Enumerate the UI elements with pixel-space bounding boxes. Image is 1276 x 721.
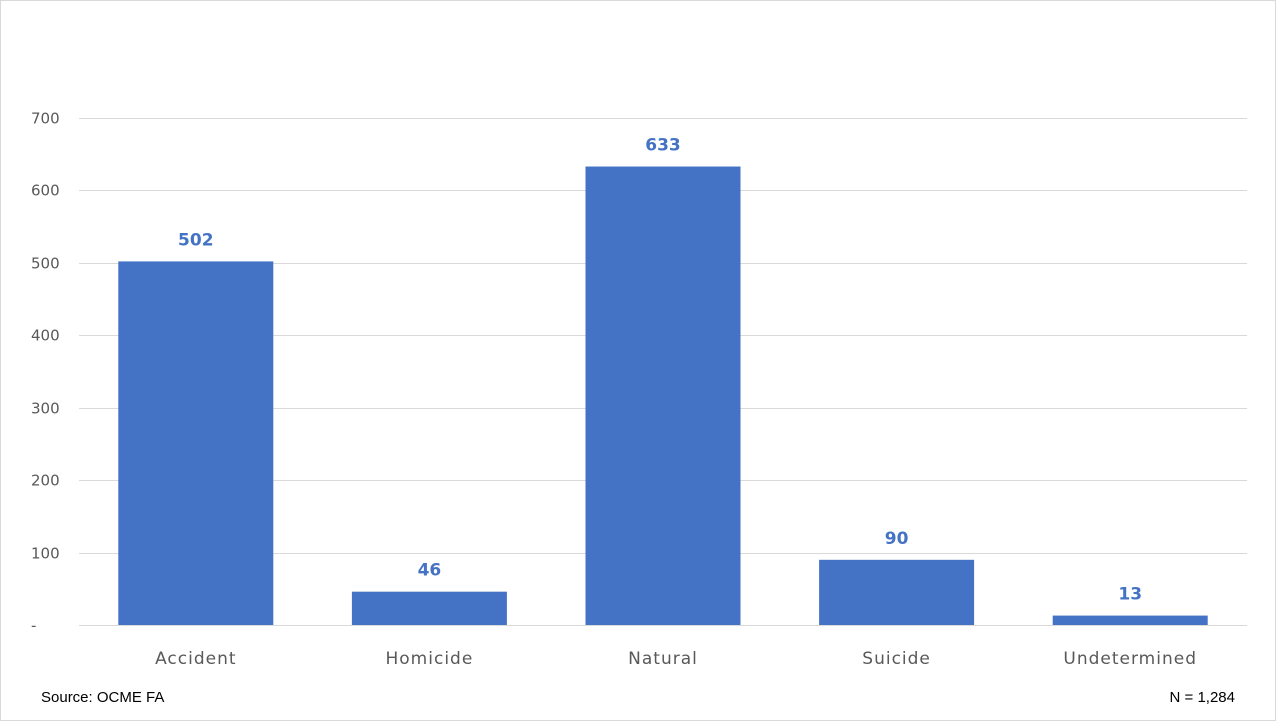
y-tick-label: 100 — [31, 545, 60, 563]
data-label: 502 — [178, 230, 214, 250]
y-tick-label: 700 — [31, 110, 60, 128]
data-labels: 502 46 633 90 13 — [178, 136, 1142, 605]
bar — [585, 166, 741, 625]
bar — [351, 591, 507, 625]
y-tick-label: - — [31, 617, 36, 635]
y-tick-label: 300 — [31, 400, 60, 418]
sample-size-note: N = 1,284 — [1169, 689, 1235, 706]
x-category-label: Suicide — [862, 649, 931, 669]
y-tick-label: 500 — [31, 255, 60, 273]
x-category-label: Undetermined — [1063, 649, 1197, 669]
data-label: 633 — [645, 136, 681, 156]
x-category-label: Homicide — [386, 649, 474, 669]
bar — [1052, 615, 1208, 625]
data-label: 90 — [885, 529, 909, 549]
source-note: Source: OCME FA — [41, 689, 165, 706]
x-category-label: Natural — [628, 649, 698, 669]
bar — [819, 559, 975, 625]
y-tick-label: 200 — [31, 472, 60, 490]
y-tick-label: 400 — [31, 327, 60, 345]
x-axis-categories: Accident Homicide Natural Suicide Undetermin… — [155, 649, 1197, 669]
bars — [118, 166, 1208, 625]
bar — [118, 261, 274, 625]
y-axis-ticks: - 100 200 300 400 500 600 700 — [31, 110, 60, 635]
data-label: 46 — [418, 561, 442, 581]
x-category-label: Accident — [155, 649, 236, 669]
y-tick-label: 600 — [31, 182, 60, 200]
data-label: 13 — [1118, 585, 1142, 605]
